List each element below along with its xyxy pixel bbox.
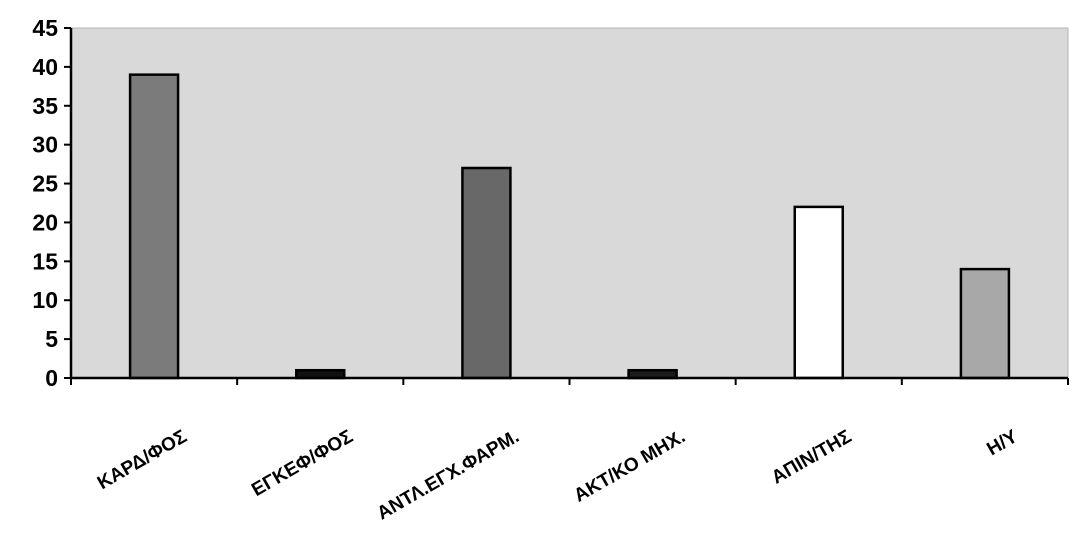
y-tick-label: 5 bbox=[45, 326, 58, 352]
plot-area bbox=[70, 27, 1069, 379]
y-tick-label: 35 bbox=[32, 93, 58, 119]
y-tick-label: 25 bbox=[32, 171, 58, 197]
x-axis: ΚΑΡΔ/ΦΟΣ ΕΓΚΕΦ/ΦΟΣ ΑΝΤΛ.ΕΓΧ.ΦΑΡΜ. ΑΚΤ/ΚΟ ΜΗ… bbox=[70, 378, 1069, 524]
bar bbox=[128, 73, 180, 380]
y-tick-label: 0 bbox=[45, 365, 58, 391]
y-axis: 0 5 10 15 20 25 30 35 40 45 bbox=[32, 15, 71, 391]
x-category-label: ΕΓΚΕΦ/ΦΟΣ bbox=[248, 426, 356, 501]
y-tick-label: 45 bbox=[32, 15, 58, 41]
bar bbox=[793, 205, 844, 380]
bar bbox=[461, 166, 512, 380]
y-tick-label: 15 bbox=[32, 248, 58, 274]
y-tick-label: 10 bbox=[32, 287, 58, 313]
bars-group bbox=[128, 73, 1011, 380]
x-category-label: ΚΑΡΔ/ΦΟΣ bbox=[94, 426, 191, 494]
y-tick-label: 30 bbox=[32, 132, 58, 158]
y-tick-label: 20 bbox=[32, 209, 58, 235]
x-category-label: ΑΚΤ/ΚΟ ΜΗΧ. bbox=[571, 426, 690, 507]
bar bbox=[959, 267, 1011, 380]
x-category-label: Η/Υ bbox=[983, 426, 1021, 460]
x-category-label: ΑΝΤΛ.ΕΓΧ.ΦΑΡΜ. bbox=[374, 426, 523, 524]
y-tick-label: 40 bbox=[32, 54, 58, 80]
x-category-label: ΑΠΙΝ/ΤΗΣ bbox=[768, 426, 855, 488]
